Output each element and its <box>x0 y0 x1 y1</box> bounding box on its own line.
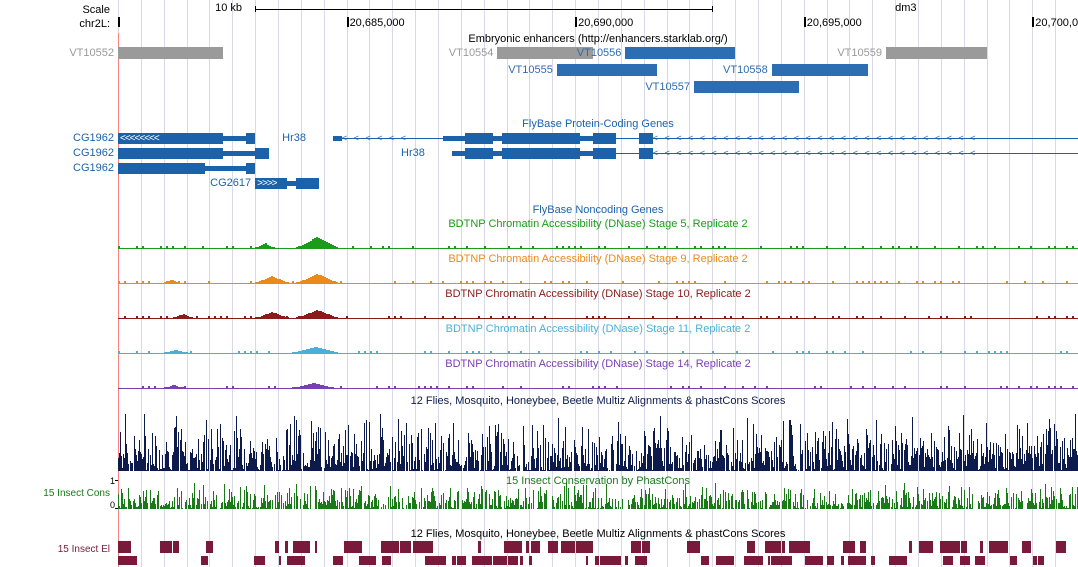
elements-track <box>118 541 1078 555</box>
protein-track-title: FlyBase Protein-Coding Genes <box>118 118 1078 130</box>
gene-label-CG2617[interactable]: CG2617 <box>195 177 251 189</box>
enhancer-label-VT10554: VT10554 <box>435 47 493 59</box>
enhancer-VT10557[interactable] <box>694 81 799 93</box>
dnase-title-2: BDTNP Chromatin Accessibility (DNase) St… <box>118 288 1078 300</box>
multiz-wiggle <box>118 406 1078 471</box>
elements-side-label: 15 Insect El <box>0 544 110 555</box>
phastcons-axis-1: 1 <box>103 476 115 486</box>
dnase-title-0: BDTNP Chromatin Accessibility (DNase) St… <box>118 218 1078 230</box>
enhancer-label-VT10558: VT10558 <box>710 64 768 76</box>
dnase-title-1: BDTNP Chromatin Accessibility (DNase) St… <box>118 253 1078 265</box>
phastcons-axis-0: 0 <box>103 500 115 510</box>
noncoding-track-title: FlyBase Noncoding Genes <box>118 204 1078 216</box>
gene-label-Hr38[interactable]: Hr38 <box>369 147 425 159</box>
enhancer-VT10556[interactable] <box>625 47 735 59</box>
elements-track-2 <box>118 556 1078 566</box>
gene-label-CG1962[interactable]: CG1962 <box>58 162 114 174</box>
enhancer-track-title: Embryonic enhancers (http://enhancers.st… <box>118 33 1078 45</box>
phastcons-side-label: 15 Insect Cons <box>0 488 110 499</box>
enhancer-VT10555[interactable] <box>557 64 658 76</box>
dnase-title-4: BDTNP Chromatin Accessibility (DNase) St… <box>118 358 1078 370</box>
gene-label-Hr38[interactable]: Hr38 <box>250 132 306 144</box>
gene-label-CG1962[interactable]: CG1962 <box>58 132 114 144</box>
enhancer-label-VT10552: VT10552 <box>56 47 114 59</box>
enhancer-label-VT10556: VT10556 <box>563 47 621 59</box>
enhancer-label-VT10557: VT10557 <box>632 81 690 93</box>
enhancer-VT10552[interactable] <box>118 47 223 59</box>
scale-label: Scale <box>0 4 110 16</box>
chrom-label: chr2L: <box>0 18 110 30</box>
elements-title: 12 Flies, Mosquito, Honeybee, Beetle Mul… <box>118 528 1078 540</box>
enhancer-label-VT10555: VT10555 <box>495 64 553 76</box>
enhancer-VT10558[interactable] <box>772 64 868 76</box>
dnase-title-3: BDTNP Chromatin Accessibility (DNase) St… <box>118 323 1078 335</box>
enhancer-label-VT10559: VT10559 <box>824 47 882 59</box>
enhancer-VT10559[interactable] <box>886 47 987 59</box>
gene-label-CG1962[interactable]: CG1962 <box>58 147 114 159</box>
phastcons-wiggle <box>118 479 1078 509</box>
